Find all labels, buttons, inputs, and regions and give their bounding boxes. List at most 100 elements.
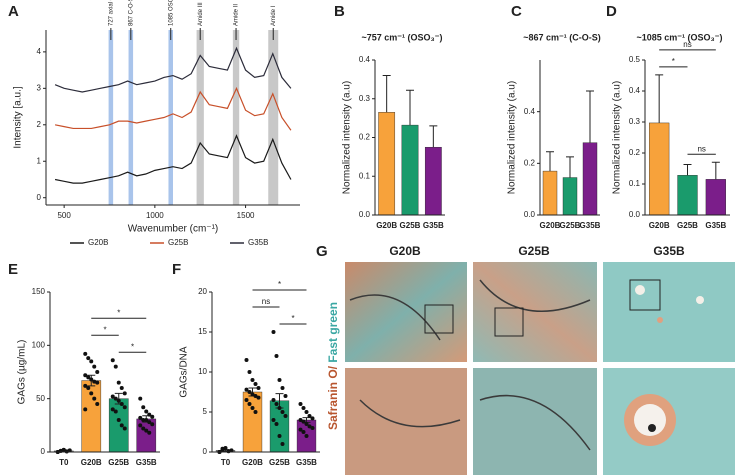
micrograph	[345, 368, 467, 475]
data-point	[244, 387, 249, 392]
y-tick-label: 0	[37, 193, 42, 202]
y-tick-label: 100	[32, 340, 46, 349]
y-tick-label: 0	[41, 447, 46, 456]
data-point	[113, 396, 118, 401]
data-point	[220, 446, 225, 451]
data-point	[110, 394, 115, 399]
y-tick-label: 20	[198, 287, 207, 296]
data-point	[280, 410, 285, 414]
bar	[424, 146, 442, 216]
data-point	[92, 364, 97, 369]
data-point	[122, 426, 127, 431]
data-point	[86, 386, 91, 390]
panel-letter: C	[511, 3, 522, 20]
cell	[634, 404, 666, 436]
y-tick-label: 0.2	[359, 133, 371, 142]
x-tick-label: G35B	[705, 221, 726, 230]
data-point	[61, 447, 66, 452]
data-point	[277, 434, 282, 438]
data-point	[150, 422, 155, 427]
data-point	[116, 398, 121, 403]
significance-label: *	[672, 57, 675, 66]
data-point	[280, 442, 285, 446]
data-point	[150, 414, 155, 419]
data-point	[89, 391, 94, 396]
data-point	[95, 402, 100, 406]
cell	[696, 296, 704, 304]
micrograph	[603, 262, 735, 362]
data-point	[116, 418, 121, 422]
error-bar	[546, 151, 554, 172]
y-tick-label: 0	[203, 447, 208, 456]
data-point	[277, 378, 282, 382]
error-bar	[655, 74, 664, 123]
data-point	[116, 380, 121, 385]
data-point	[283, 414, 288, 418]
micrograph	[473, 368, 597, 475]
legend-label: G25B	[168, 238, 188, 247]
cell	[635, 285, 645, 295]
panel-letter: G	[316, 243, 328, 260]
y-tick-label: 50	[36, 394, 45, 403]
x-tick-label: G35B	[296, 458, 317, 467]
band	[168, 30, 173, 205]
chart-title: ~757 cm⁻¹ (OSO₃⁻)	[362, 32, 443, 42]
y-tick-label: 0.4	[524, 107, 536, 116]
band	[268, 30, 279, 205]
bar	[705, 179, 726, 216]
y-tick-label: 15	[198, 327, 207, 336]
zoom-box	[494, 307, 524, 337]
data-point	[271, 418, 276, 422]
micrograph	[345, 262, 467, 362]
cell	[657, 317, 663, 323]
y-tick-label: 1	[37, 156, 42, 165]
data-point	[141, 426, 146, 431]
y-tick-label: 4	[37, 47, 42, 56]
data-point	[138, 396, 143, 401]
data-point	[277, 406, 282, 410]
x-tick-label: G35B	[423, 221, 444, 230]
data-point	[67, 448, 72, 453]
panel-letter: F	[172, 261, 181, 278]
data-point	[256, 386, 261, 390]
significance-label: *	[291, 314, 294, 323]
band-label: Amide II	[234, 4, 240, 26]
legend-label: G20B	[88, 238, 108, 247]
x-tick-label: G20B	[81, 458, 102, 467]
data-point	[256, 395, 261, 400]
data-point	[144, 409, 149, 414]
data-point	[89, 359, 94, 364]
x-tick-label: G35B	[580, 221, 601, 230]
error-bar	[683, 163, 692, 176]
x-tick-label: T0	[59, 458, 69, 467]
zoom-box	[424, 304, 454, 334]
data-point	[301, 406, 306, 410]
chart-title: ~867 cm⁻¹ (C-O-S)	[523, 32, 601, 42]
data-point	[144, 428, 149, 433]
data-point	[86, 356, 91, 361]
spectrum-line	[54, 134, 292, 184]
data-point	[86, 375, 91, 380]
data-point	[247, 370, 252, 374]
data-point	[83, 373, 88, 378]
y-axis-label: Normalized intensity (a.u)	[612, 81, 623, 194]
data-point	[92, 379, 97, 384]
y-tick-label: 10	[198, 367, 207, 376]
data-point	[271, 330, 276, 334]
tissue-fiber	[349, 279, 591, 451]
y-tick-label: 0.5	[629, 55, 641, 64]
y-tick-label: 0.2	[629, 148, 641, 157]
data-point	[141, 418, 146, 422]
band-label: 727 axial orientation	[108, 0, 114, 26]
x-tick-label: 1500	[237, 211, 255, 220]
bar	[582, 142, 598, 216]
y-tick-label: 3	[37, 83, 42, 92]
data-point	[247, 402, 252, 406]
data-point	[92, 396, 97, 401]
data-point	[110, 358, 115, 363]
x-tick-label: G35B	[136, 458, 157, 467]
data-point	[304, 422, 309, 426]
data-point	[298, 402, 303, 406]
y-axis-label: GAGs/DNA	[179, 346, 190, 397]
